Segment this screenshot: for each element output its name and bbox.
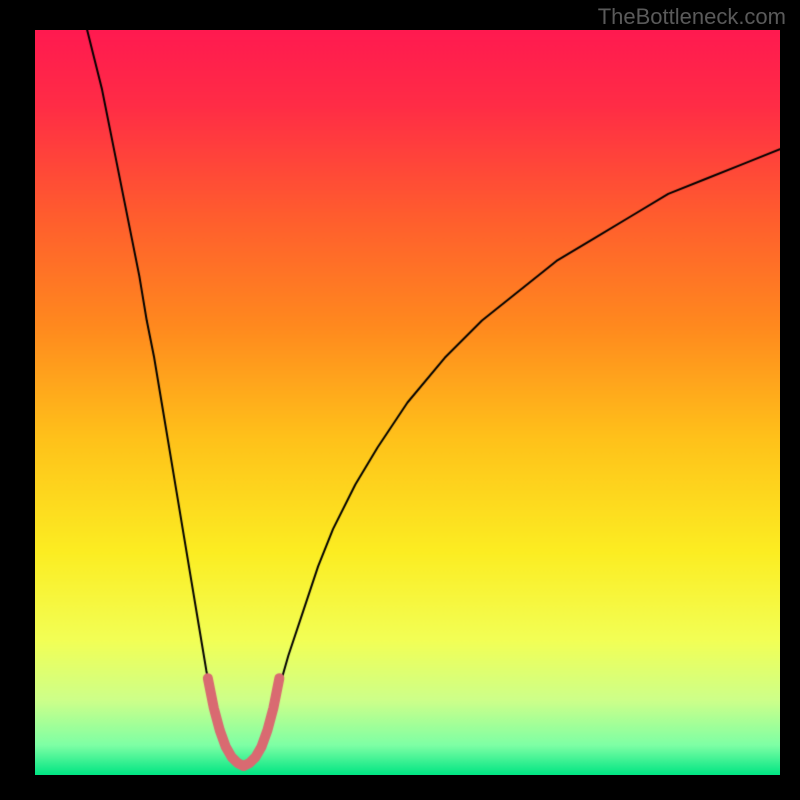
watermark-text: TheBottleneck.com xyxy=(598,4,786,30)
chart-frame: TheBottleneck.com xyxy=(0,0,800,800)
plot-area xyxy=(35,30,780,775)
bottleneck-curve-chart xyxy=(35,30,780,775)
